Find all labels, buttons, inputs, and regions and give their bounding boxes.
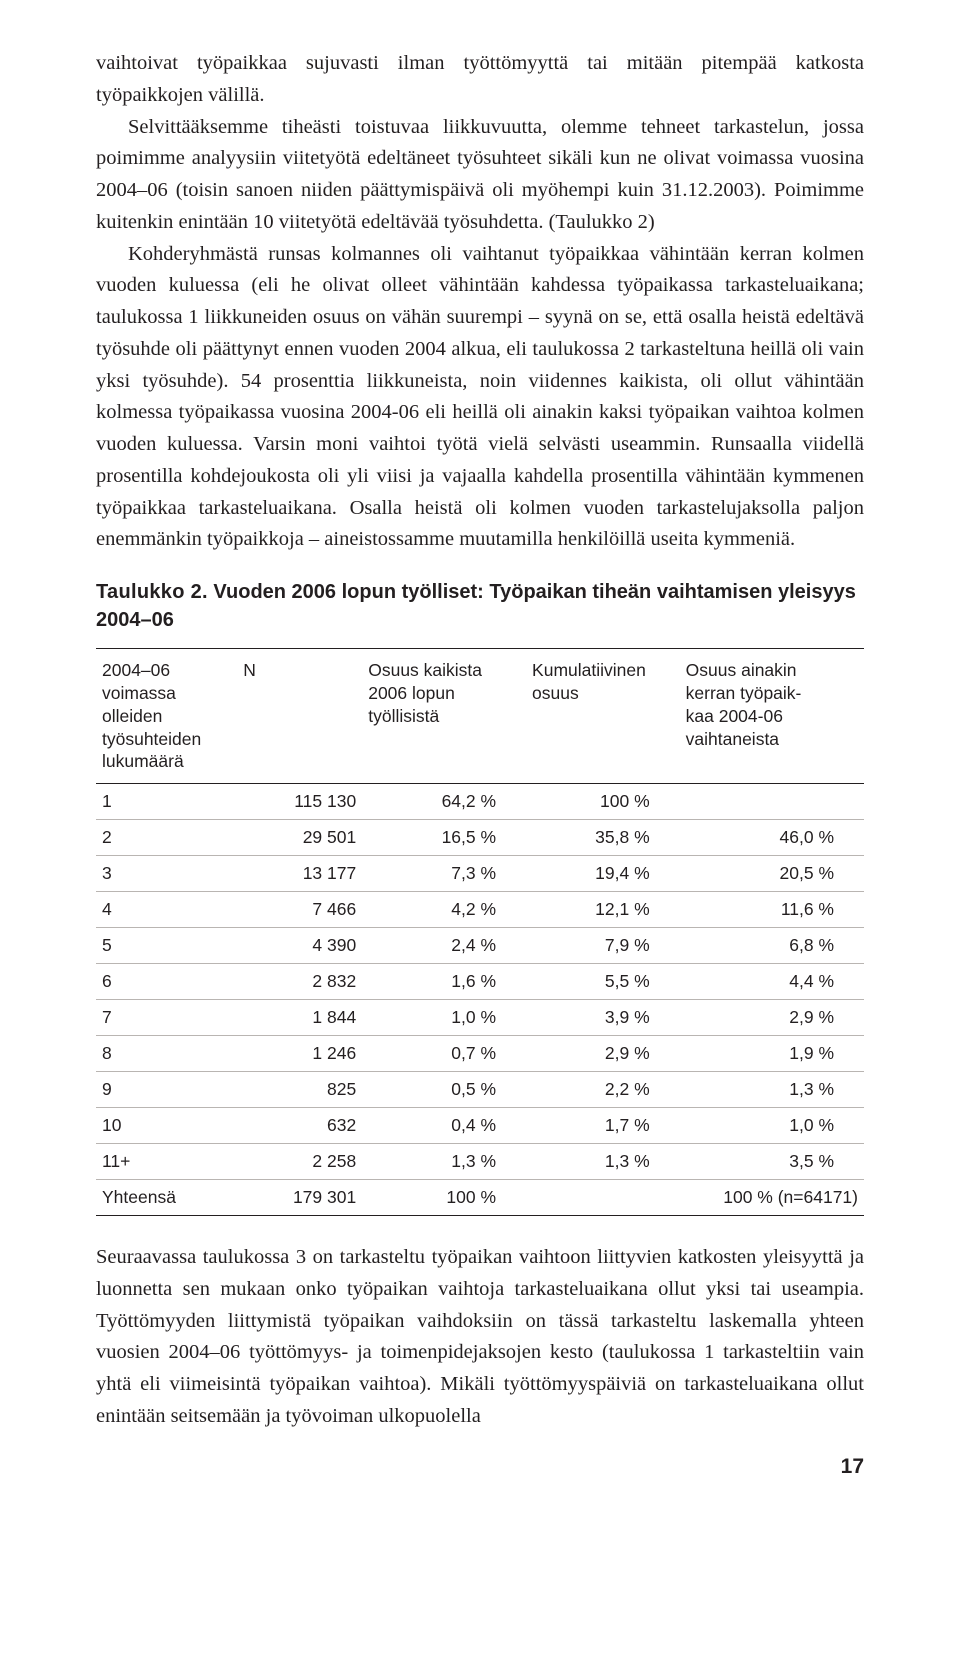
- cell: 4: [96, 892, 237, 928]
- cell: 3: [96, 856, 237, 892]
- table-header-c4: Osuus ainakin kerran työpaik- kaa 2004-0…: [680, 649, 864, 784]
- cell: Yhteensä: [96, 1180, 237, 1216]
- table-2-caption: Taulukko 2. Vuoden 2006 lopun työlliset:…: [96, 578, 864, 634]
- cell: 20,5 %: [680, 856, 864, 892]
- table-row: 7 1 844 1,0 % 3,9 % 2,9 %: [96, 1000, 864, 1036]
- cell: 2 832: [237, 964, 362, 1000]
- cell: 46,0 %: [680, 820, 864, 856]
- cell: 4 390: [237, 928, 362, 964]
- cell: 11+: [96, 1144, 237, 1180]
- table-row-total: Yhteensä 179 301 100 % 100 % (n=64171): [96, 1180, 864, 1216]
- table-row: 1 115 130 64,2 % 100 %: [96, 784, 864, 820]
- cell: [526, 1180, 680, 1216]
- document-page: vaihtoivat työpaikkaa sujuvasti ilman ty…: [0, 0, 960, 1527]
- paragraph-2: Selvittääksemme tiheästi toistuvaa liikk…: [96, 116, 864, 233]
- table-row: 2 29 501 16,5 % 35,8 % 46,0 %: [96, 820, 864, 856]
- cell: 5: [96, 928, 237, 964]
- cell: 4,2 %: [362, 892, 526, 928]
- cell: 1 246: [237, 1036, 362, 1072]
- table-header-c1: N: [237, 649, 362, 784]
- cell: 632: [237, 1108, 362, 1144]
- cell: 1,3 %: [680, 1072, 864, 1108]
- cell: 9: [96, 1072, 237, 1108]
- table-row: 6 2 832 1,6 % 5,5 % 4,4 %: [96, 964, 864, 1000]
- cell: 2,4 %: [362, 928, 526, 964]
- cell: 1,7 %: [526, 1108, 680, 1144]
- table-header-c2: Osuus kaikista 2006 lopun työllisistä: [362, 649, 526, 784]
- cell: 1,6 %: [362, 964, 526, 1000]
- table-row: 10 632 0,4 % 1,7 % 1,0 %: [96, 1108, 864, 1144]
- cell: 1 844: [237, 1000, 362, 1036]
- cell: 29 501: [237, 820, 362, 856]
- paragraph-4: Seuraavassa taulukossa 3 on tarkasteltu …: [96, 1242, 864, 1433]
- table-row: 11+ 2 258 1,3 % 1,3 % 3,5 %: [96, 1144, 864, 1180]
- cell: 1,0 %: [680, 1108, 864, 1144]
- cell: 1: [96, 784, 237, 820]
- cell: 3,5 %: [680, 1144, 864, 1180]
- table-2: 2004–06 voimassa olleiden työsuhteiden l…: [96, 648, 864, 1216]
- table-row: 5 4 390 2,4 % 7,9 % 6,8 %: [96, 928, 864, 964]
- paragraph-1-2: vaihtoivat työpaikkaa sujuvasti ilman ty…: [96, 48, 864, 556]
- cell: 13 177: [237, 856, 362, 892]
- cell: 825: [237, 1072, 362, 1108]
- table-row: 4 7 466 4,2 % 12,1 % 11,6 %: [96, 892, 864, 928]
- cell: 2 258: [237, 1144, 362, 1180]
- cell: 5,5 %: [526, 964, 680, 1000]
- cell: 100 %: [362, 1180, 526, 1216]
- cell: 6: [96, 964, 237, 1000]
- cell: 11,6 %: [680, 892, 864, 928]
- table-header-c3: Kumulatiivinen osuus: [526, 649, 680, 784]
- cell: 7: [96, 1000, 237, 1036]
- cell: 2,2 %: [526, 1072, 680, 1108]
- cell: 179 301: [237, 1180, 362, 1216]
- cell: 64,2 %: [362, 784, 526, 820]
- table-caption-rest: Vuoden 2006 lopun työlliset: Työpaikan t…: [96, 581, 856, 631]
- cell: 100 % (n=64171): [680, 1180, 864, 1216]
- cell: 12,1 %: [526, 892, 680, 928]
- table-body: 1 115 130 64,2 % 100 % 2 29 501 16,5 % 3…: [96, 784, 864, 1216]
- table-head: 2004–06 voimassa olleiden työsuhteiden l…: [96, 649, 864, 784]
- cell: 0,5 %: [362, 1072, 526, 1108]
- cell: 0,4 %: [362, 1108, 526, 1144]
- cell: 0,7 %: [362, 1036, 526, 1072]
- table-row: 3 13 177 7,3 % 19,4 % 20,5 %: [96, 856, 864, 892]
- cell: 7 466: [237, 892, 362, 928]
- cell: 2,9 %: [680, 1000, 864, 1036]
- cell: 7,3 %: [362, 856, 526, 892]
- cell: 2,9 %: [526, 1036, 680, 1072]
- cell: 1,3 %: [526, 1144, 680, 1180]
- paragraph-3: Kohderyhmästä runsas kolmannes oli vaiht…: [96, 243, 864, 551]
- cell: 35,8 %: [526, 820, 680, 856]
- cell: 1,3 %: [362, 1144, 526, 1180]
- cell: 10: [96, 1108, 237, 1144]
- cell: 3,9 %: [526, 1000, 680, 1036]
- table-row: 9 825 0,5 % 2,2 % 1,3 %: [96, 1072, 864, 1108]
- cell: 1,0 %: [362, 1000, 526, 1036]
- cell: 6,8 %: [680, 928, 864, 964]
- page-number: 17: [96, 1455, 864, 1479]
- cell: 19,4 %: [526, 856, 680, 892]
- cell: 100 %: [526, 784, 680, 820]
- paragraph-1: vaihtoivat työpaikkaa sujuvasti ilman ty…: [96, 52, 864, 106]
- table-header-c0: 2004–06 voimassa olleiden työsuhteiden l…: [96, 649, 237, 784]
- cell: 4,4 %: [680, 964, 864, 1000]
- cell: 1,9 %: [680, 1036, 864, 1072]
- cell: 16,5 %: [362, 820, 526, 856]
- cell: 2: [96, 820, 237, 856]
- cell: [680, 784, 864, 820]
- cell: 8: [96, 1036, 237, 1072]
- cell: 115 130: [237, 784, 362, 820]
- cell: 7,9 %: [526, 928, 680, 964]
- table-row: 8 1 246 0,7 % 2,9 % 1,9 %: [96, 1036, 864, 1072]
- table-caption-lead: Taulukko 2.: [96, 581, 208, 603]
